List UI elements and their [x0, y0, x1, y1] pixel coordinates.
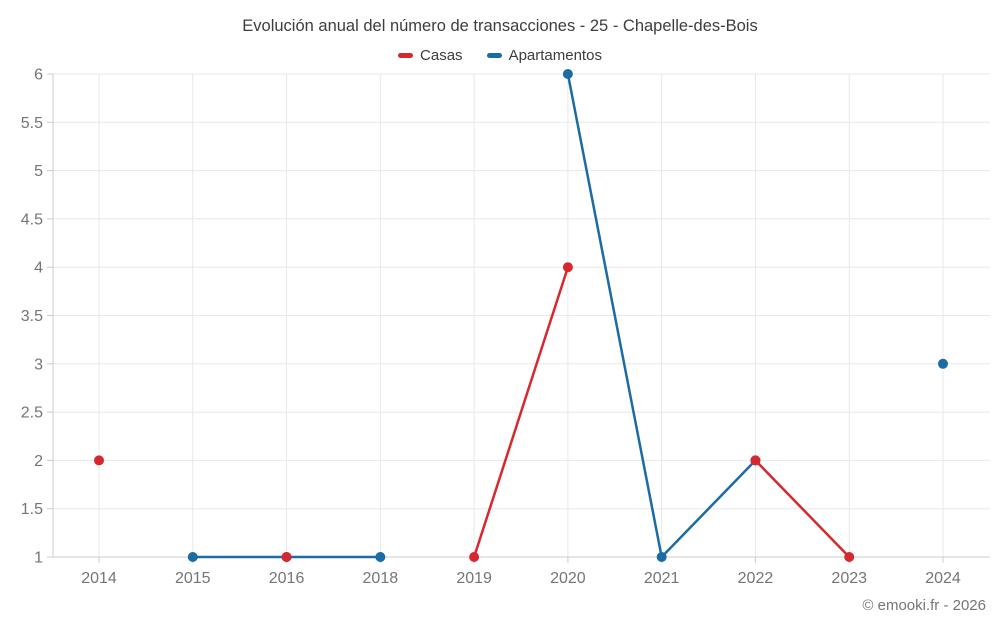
y-tick-label: 4.5	[21, 211, 43, 228]
data-point-casas-2020[interactable]	[562, 262, 573, 273]
y-tick-label: 3	[34, 356, 43, 373]
data-point-casas-2019[interactable]	[469, 552, 480, 562]
data-point-casas-2022[interactable]	[750, 455, 761, 466]
y-tick-label: 3.5	[21, 308, 43, 325]
y-tick-label: 1	[34, 550, 43, 567]
data-point-casas-2016[interactable]	[281, 552, 292, 562]
data-point-apartamentos-2024[interactable]	[938, 358, 948, 369]
x-tick-label: 2020	[550, 570, 586, 587]
data-point-apartamentos-2015[interactable]	[187, 552, 198, 562]
data-point-apartamentos-2018[interactable]	[375, 552, 386, 562]
x-tick-label: 2019	[456, 570, 492, 587]
x-tick-label: 2016	[269, 570, 305, 587]
data-point-casas-2023[interactable]	[844, 552, 855, 562]
legend-item-apartamentos[interactable]: Apartamentos	[486, 47, 602, 64]
legend-label-apartamentos: Apartamentos	[508, 47, 602, 64]
y-tick-label: 2	[34, 453, 43, 470]
data-point-apartamentos-2021[interactable]	[656, 552, 667, 562]
y-tick-label: 6	[34, 67, 43, 84]
x-tick-label: 2022	[738, 570, 774, 587]
x-tick-label: 2015	[175, 570, 211, 587]
x-tick-label: 2014	[81, 570, 117, 587]
series-line-apartamentos	[191, 72, 757, 559]
data-point-casas-2014[interactable]	[94, 455, 104, 466]
x-tick-label: 2024	[925, 570, 961, 587]
series-line-casas	[472, 265, 851, 559]
y-tick-label: 5.5	[21, 115, 43, 132]
y-tick-label: 5	[34, 163, 43, 180]
y-tick-label: 4	[34, 260, 43, 277]
legend-label-casas: Casas	[420, 47, 463, 64]
casas-series-swatch-icon	[398, 53, 414, 58]
y-tick-label: 2.5	[21, 405, 43, 422]
legend-item-casas[interactable]: Casas	[398, 47, 463, 64]
chart-title: Evolución anual del número de transaccio…	[242, 17, 758, 35]
data-point-apartamentos-2020[interactable]	[562, 69, 573, 79]
y-tick-label: 1.5	[21, 501, 43, 518]
x-tick-label: 2021	[644, 570, 680, 587]
copyright-text: © emooki.fr - 2026	[862, 597, 986, 614]
x-tick-label: 2023	[831, 570, 867, 587]
apartamentos-series-swatch-icon	[486, 53, 502, 58]
legend: Casas Apartamentos	[0, 47, 1000, 64]
x-tick-label: 2018	[363, 570, 399, 587]
